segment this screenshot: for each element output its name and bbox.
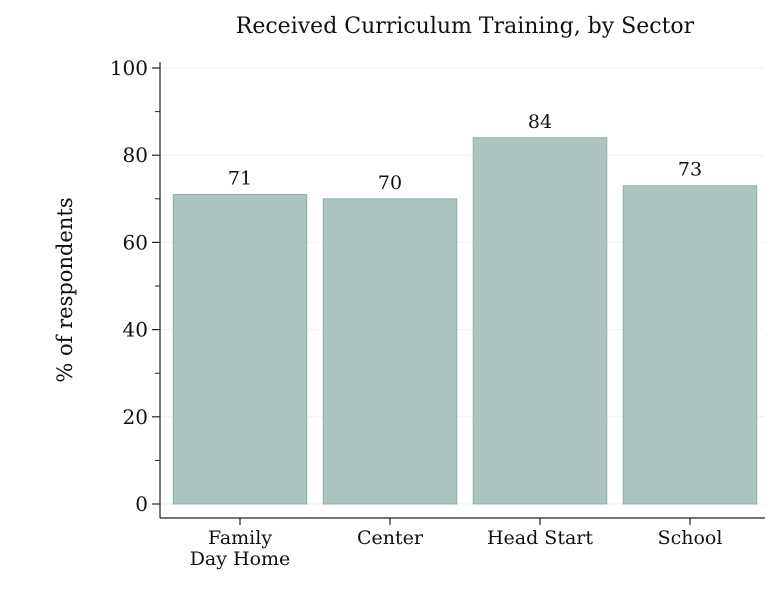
x-tick-label: School xyxy=(657,527,723,549)
y-tick-label: 20 xyxy=(123,405,148,429)
bar xyxy=(322,198,458,505)
chart-title: Received Curriculum Training, by Sector xyxy=(236,14,695,39)
y-tick-label: 60 xyxy=(123,230,148,254)
bar xyxy=(172,193,308,505)
y-tick-label: 40 xyxy=(123,318,148,342)
data-label: 73 xyxy=(678,159,702,181)
data-label: 71 xyxy=(228,167,252,189)
y-tick-label: 0 xyxy=(135,492,148,516)
bar xyxy=(622,185,758,505)
data-label: 70 xyxy=(378,172,402,194)
y-tick-label: 100 xyxy=(110,56,148,80)
bar xyxy=(472,137,608,505)
y-tick-label: 80 xyxy=(123,143,148,167)
x-tick-label: Family Day Home xyxy=(189,527,291,570)
y-axis-label: % of respondents xyxy=(53,197,77,382)
data-label: 84 xyxy=(528,111,552,133)
x-tick-label: Head Start xyxy=(486,527,594,549)
x-tick-label: Center xyxy=(357,527,423,549)
